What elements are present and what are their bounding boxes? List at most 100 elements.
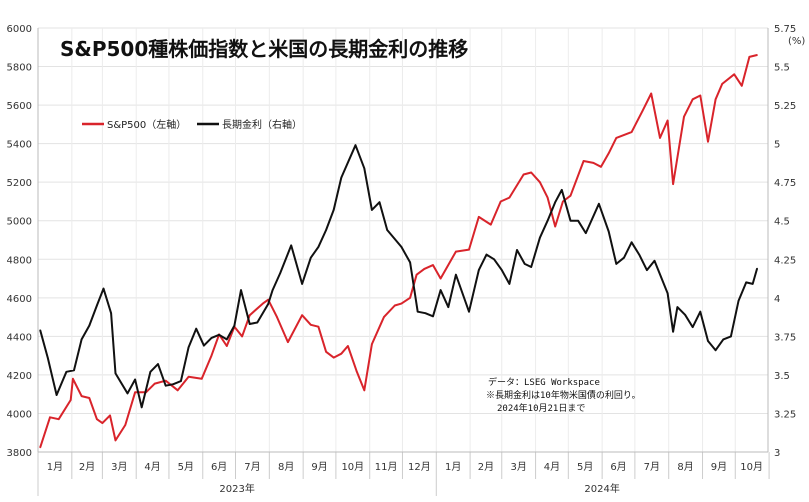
yield-point — [317, 246, 320, 248]
yield-point — [140, 406, 143, 409]
left-tick-label: 5800 — [7, 63, 32, 74]
series — [39, 54, 759, 449]
yield-point — [80, 338, 83, 341]
sp500-point — [109, 414, 111, 417]
sp500-point — [423, 268, 426, 270]
sp500-point — [57, 418, 60, 421]
sp500-point — [187, 376, 190, 378]
yield-point — [623, 256, 625, 259]
month-label: 9月 — [311, 461, 327, 473]
sp500-point — [499, 200, 502, 203]
yield-point — [248, 323, 251, 325]
sp500-point — [69, 399, 72, 401]
month-label: 8月 — [278, 461, 294, 473]
sp500-point — [490, 223, 492, 226]
sp500-point — [607, 152, 610, 155]
month-label: 4月 — [144, 461, 160, 473]
yield-point — [240, 289, 242, 291]
yield-point — [180, 380, 182, 382]
sp500-point — [468, 248, 470, 251]
yield-point — [607, 230, 610, 233]
yield-point — [386, 229, 389, 231]
yield-point — [172, 383, 175, 386]
yield-point — [447, 306, 450, 308]
yield-point — [88, 324, 91, 327]
yield-point — [439, 289, 442, 291]
note-line-1: データ：LSEG Workspace — [488, 376, 600, 388]
sp500-point — [748, 56, 751, 58]
sp500-point — [164, 379, 167, 382]
yield-point — [47, 357, 49, 359]
right-tick-label: 4.25 — [774, 255, 796, 266]
note-line-3: 2024年10月21日まで — [497, 402, 585, 414]
yield-point — [455, 273, 457, 276]
yield-point — [157, 363, 159, 365]
right-tick-label: 4.75 — [774, 178, 796, 189]
sp500-point — [383, 316, 385, 318]
yield-point — [672, 330, 674, 333]
sp500-point — [478, 216, 480, 218]
sp500-point — [287, 341, 289, 343]
sp500-point — [741, 85, 743, 87]
yield-point — [65, 371, 68, 373]
left-tick-label: 4200 — [7, 371, 32, 382]
sp500-point — [72, 378, 74, 380]
right-tick-label: 3.25 — [774, 409, 796, 420]
right-axis-unit: (%) — [788, 36, 805, 47]
sp500-point — [721, 83, 723, 85]
yield-point — [676, 306, 679, 308]
yield-point — [478, 269, 480, 271]
right-tick-label: 3.75 — [774, 332, 796, 343]
month-label: 7月 — [644, 461, 660, 473]
yield-point — [684, 314, 686, 316]
sp500-point — [530, 171, 532, 174]
sp500-point — [699, 94, 702, 97]
month-label: 10月 — [341, 461, 364, 473]
sp500-point — [650, 92, 652, 95]
sp500-point — [554, 225, 556, 228]
yield-point — [267, 303, 270, 305]
yield-point — [546, 219, 549, 222]
left-tick-label: 5400 — [7, 140, 32, 151]
left-tick-label: 5000 — [7, 217, 32, 228]
month-label: 10月 — [740, 461, 763, 473]
yield-point — [493, 258, 495, 261]
month-label: 3月 — [111, 461, 127, 473]
sp500-point — [49, 416, 51, 419]
sp500-point — [39, 446, 41, 449]
sp500-point — [80, 395, 83, 397]
yield-point — [210, 337, 213, 339]
yield-point — [271, 289, 274, 291]
yield-point — [164, 384, 167, 387]
yield-point — [737, 300, 740, 302]
month-label: 7月 — [244, 461, 260, 473]
yield-point — [39, 329, 41, 332]
sp500-point — [683, 115, 685, 118]
yield-point — [203, 344, 205, 347]
yield-point — [290, 244, 293, 247]
grid — [38, 27, 768, 453]
sp500-point — [226, 345, 228, 347]
sp500-point — [672, 183, 674, 185]
axes: 6000 5800 5600 5400 5200 5000 4800 4600 4400 4200… — [7, 24, 796, 496]
sp500-point — [371, 343, 373, 345]
right-tick-label: 3 — [774, 448, 780, 459]
sp500-point — [325, 351, 327, 353]
note-line-2: ※長期金利は10年物米国債の利回り。 — [486, 389, 641, 401]
sp500-point — [439, 277, 442, 280]
sp500-point — [615, 137, 618, 139]
sp500-point — [355, 370, 358, 372]
month-label: 9月 — [711, 461, 727, 473]
month-label: 2月 — [478, 461, 494, 473]
yield-point — [256, 321, 259, 324]
month-label: 6月 — [211, 461, 227, 473]
yield-point — [646, 269, 648, 271]
right-tick-label: 3.5 — [774, 371, 790, 382]
sp500-point — [756, 54, 758, 56]
yield-point — [523, 263, 526, 265]
sp500-point — [317, 325, 320, 328]
sp500-point — [210, 354, 213, 357]
sp500-point — [409, 297, 411, 299]
sp500-point — [691, 98, 694, 101]
